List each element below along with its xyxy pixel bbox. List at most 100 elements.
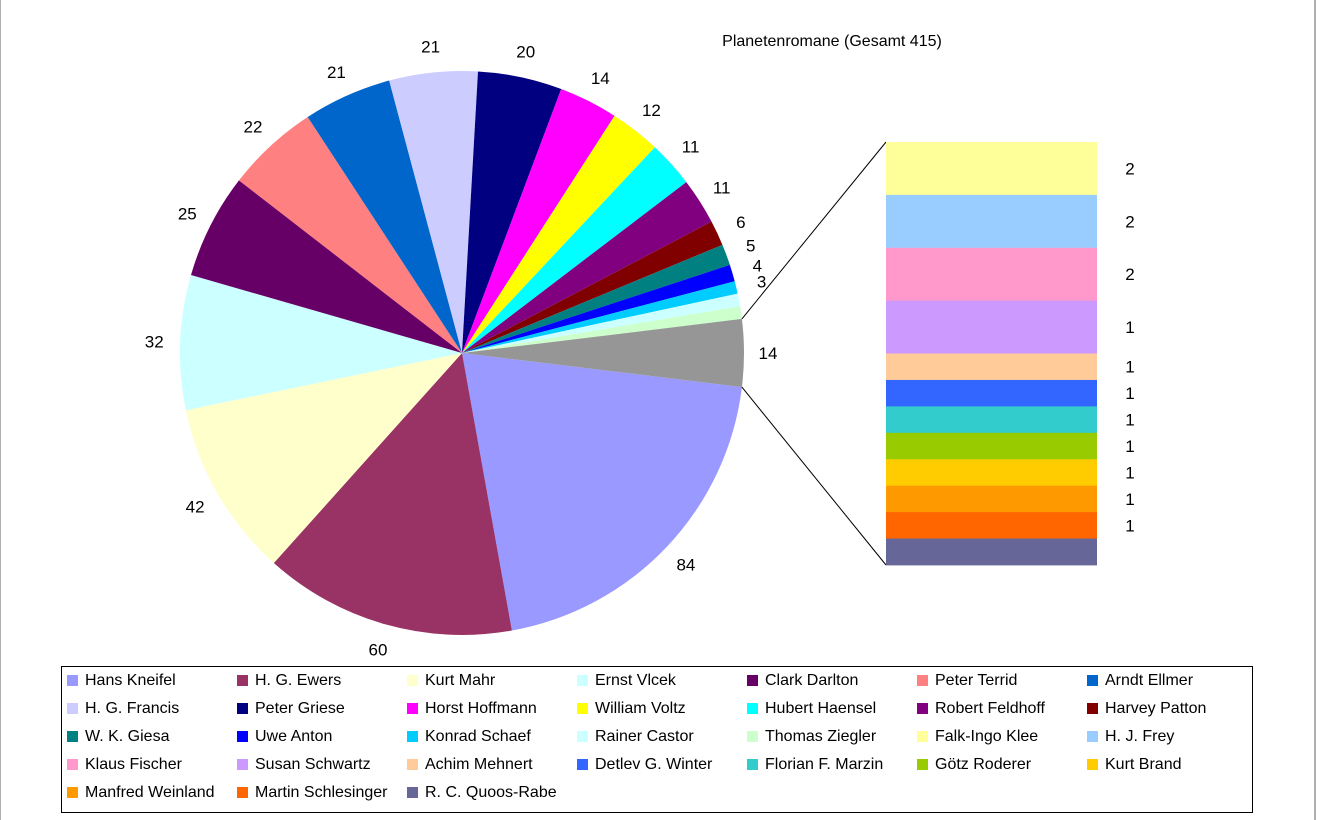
legend-label: Falk-Ingo Klee [935,728,1039,745]
bar-data-label: 1 [1125,516,1134,535]
legend-swatch [237,787,248,798]
legend-label: Arndt Ellmer [1105,672,1194,689]
pie-data-label: 60 [369,640,388,659]
pie-data-label: 25 [178,205,197,224]
bar-segment-falk-ingo-klee [886,142,1097,196]
pie-data-label: 11 [682,138,700,157]
bar-data-label: 1 [1125,464,1134,483]
bar-segment-achim-mehnert [886,353,1097,381]
legend-swatch [1087,759,1098,770]
bar-segment-r-c-quoos-rabe [886,538,1097,566]
connector-line-top [741,141,887,320]
pie-slice-arndt-ellmer [307,80,462,353]
legend-label: Konrad Schaef [425,728,531,745]
legend-swatch [1087,703,1098,714]
legend-label: Martin Schlesinger [255,784,388,801]
legend-swatch [237,703,248,714]
pie-data-label: 5 [746,237,755,256]
pie-slice-uwe-anton [462,264,735,353]
pie-data-label: 22 [244,118,263,137]
pie-slice-peter-terrid [238,116,462,353]
legend-swatch [237,675,248,686]
legend-swatch [67,759,78,770]
pie-data-label: 11 [713,178,731,197]
legend-label: Uwe Anton [255,728,333,745]
pie-slice-kurt-mahr [185,353,462,564]
legend-label: Horst Hoffmann [425,700,537,717]
legend-swatch [917,675,928,686]
legend-swatch [917,759,928,770]
pie-data-label: 21 [421,38,440,57]
legend-swatch [1087,731,1098,742]
pie-slice-horst-hoffmann [462,89,615,353]
legend-label: Rainer Castor [595,728,694,745]
pie-other-label: 14 [759,344,778,363]
pie-data-label: 84 [676,556,695,575]
bar-segment-klaus-fischer [886,247,1097,302]
pie-slice-h-g-ewers [273,353,512,636]
pie-slice-william-voltz [462,115,655,353]
legend-label: Götz Roderer [935,756,1032,773]
pie-slice-peter-griese [462,71,562,353]
legend-swatch [407,759,418,770]
legend-swatch [747,703,758,714]
legend-label: Manfred Weinland [85,784,215,801]
pie-slice-hubert-haensel [462,147,687,353]
legend-label: Harvey Patton [1105,700,1207,717]
pie-slice-konrad-schaef [462,281,738,353]
pie-slice-hans-kneifel [462,353,742,631]
bar-data-label: 2 [1125,212,1134,231]
legend-swatch [577,703,588,714]
pie-slice-other [462,318,744,388]
bar-data-label: 1 [1125,318,1134,337]
legend-swatch [67,787,78,798]
bar-data-label: 2 [1125,265,1134,284]
legend-label: W. K. Giesa [85,728,170,745]
pie-slice-clark-darlton [190,180,463,353]
legend-swatch [747,731,758,742]
pie-data-label: 42 [186,498,205,517]
bar-segment-florian-f-marzin [886,406,1097,434]
legend-swatch [577,675,588,686]
legend-label: Kurt Mahr [425,672,496,689]
legend-label: Thomas Ziegler [765,728,877,745]
pie-slice-harvey-patton [462,221,723,353]
legend-label: H. G. Ewers [255,672,342,689]
legend-swatch [407,731,418,742]
legend-swatch [407,675,418,686]
legend-label: Florian F. Marzin [765,756,884,773]
legend-swatch [407,787,418,798]
pie-slice-thomas-ziegler [462,306,742,353]
legend-swatch [407,703,418,714]
legend-label: Clark Darlton [765,672,859,689]
legend-label: Susan Schwartz [255,756,371,773]
pie-slice-w-k-giesa [462,244,730,353]
legend-swatch [747,675,758,686]
bar-data-label: 1 [1125,437,1134,456]
legend-label: Robert Feldhoff [935,700,1045,717]
pie-data-label: 21 [327,63,346,82]
bar-segment-kurt-brand [886,459,1097,487]
legend-label: Detlev G. Winter [595,756,713,773]
legend-swatch [237,731,248,742]
legend-label: Ernst Vlcek [595,672,676,689]
pie-slice-robert-feldhoff [462,182,712,353]
legend-label: R. C. Quoos-Rabe [425,784,557,801]
bar-data-label: 2 [1125,159,1134,178]
pie-data-label: 12 [642,101,661,120]
legend-label: William Voltz [595,700,686,717]
bar-segment-martin-schlesinger [886,512,1097,539]
legend-label: Klaus Fischer [85,756,182,773]
pie-data-label: 20 [516,43,535,62]
chart-title: Planetenromane (Gesamt 415) [722,33,942,50]
legend-swatch [67,675,78,686]
legend-label: Hubert Haensel [765,700,877,717]
bar-segment-g-tz-roderer [886,432,1097,460]
legend-label: H. G. Francis [85,700,180,717]
legend-swatch [747,759,758,770]
legend-swatch [917,731,928,742]
bar-segment-manfred-weinland [886,485,1097,513]
bar-segment-h-j-frey [886,194,1097,249]
pie-data-label: 32 [145,332,164,351]
